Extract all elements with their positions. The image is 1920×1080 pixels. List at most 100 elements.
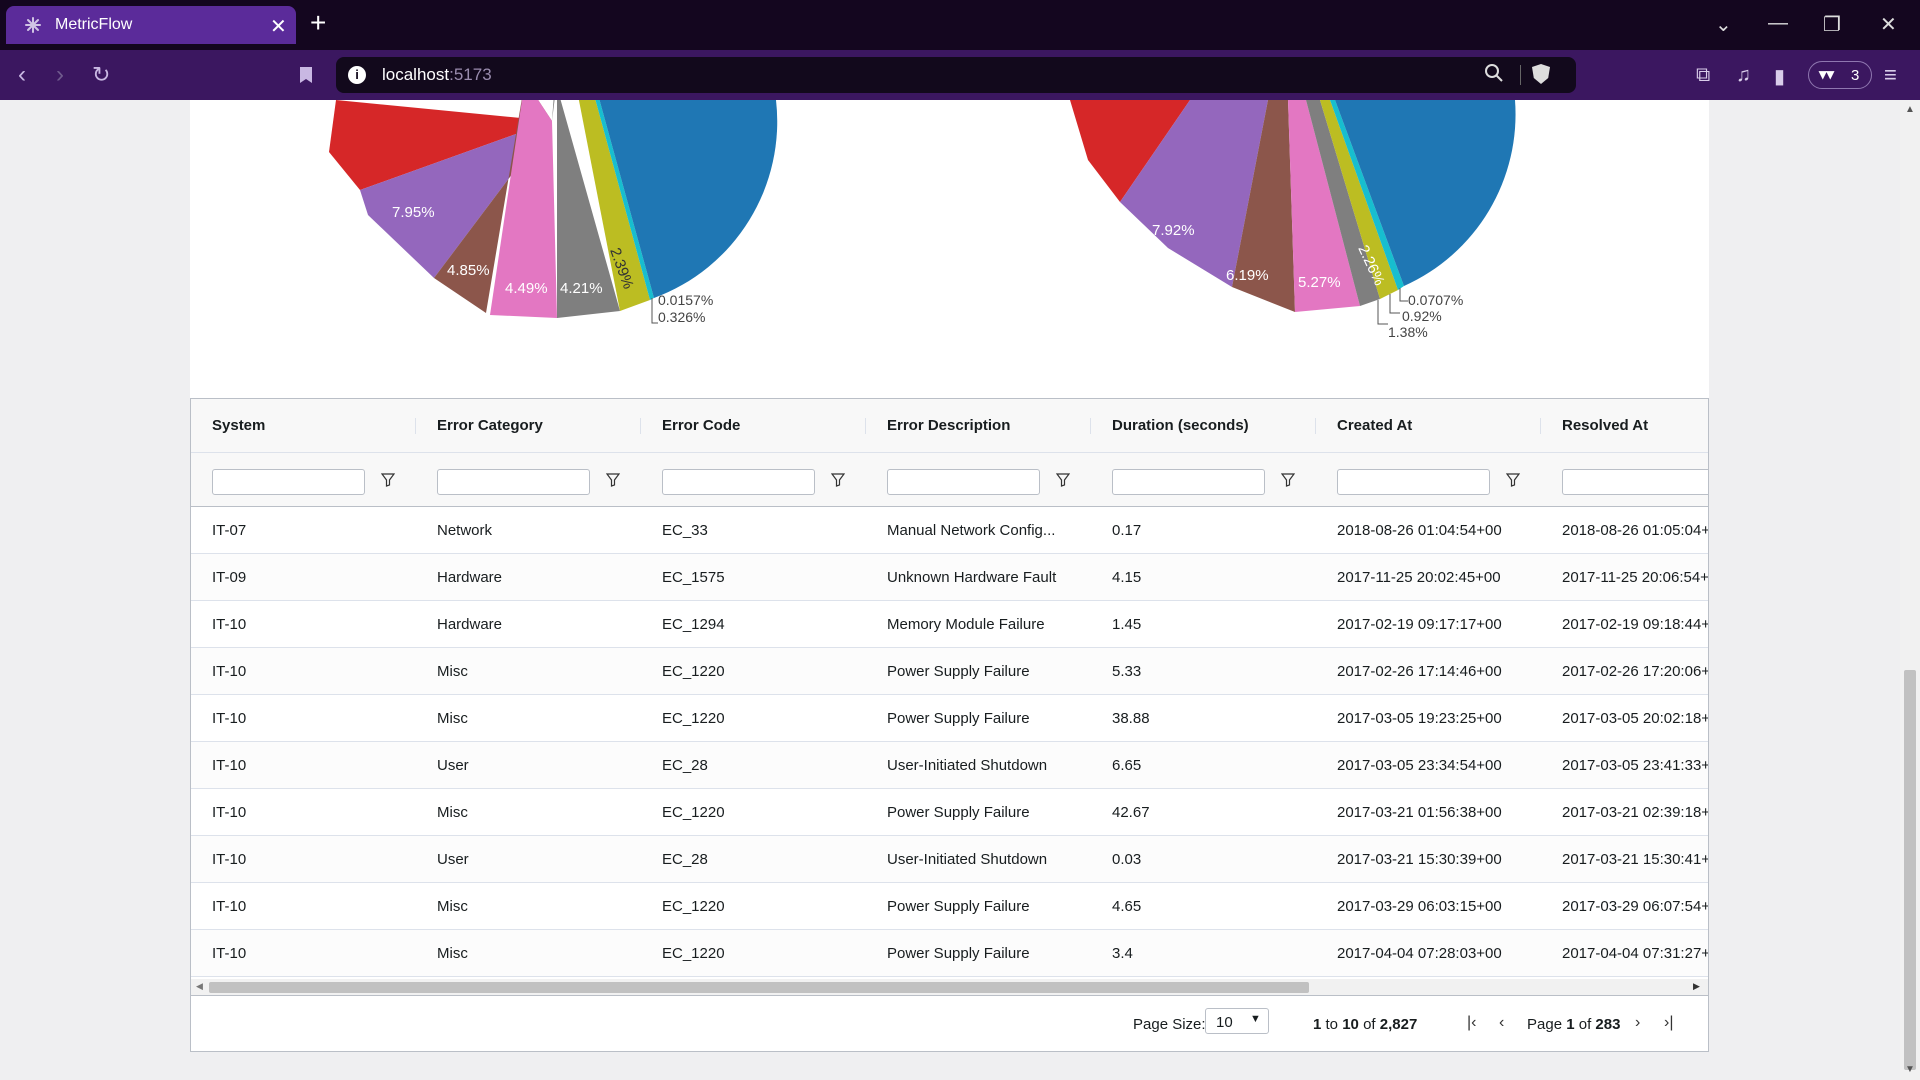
cell-duration[interactable]: 3.4 [1112,945,1133,962]
cell-error-description[interactable]: User-Initiated Shutdown [887,851,1048,868]
first-page-icon[interactable]: |‹ [1467,1014,1477,1031]
column-header-resolved-at[interactable]: Resolved At [1562,417,1649,434]
scroll-down-arrow-icon[interactable]: ▼ [1905,1064,1915,1075]
cell-system[interactable]: IT-10 [212,851,247,868]
filter-funnel-icon[interactable] [1056,473,1070,487]
cell-created-at[interactable]: 2017-11-25 20:02:45+00 [1337,569,1501,586]
cell-error-category[interactable]: Hardware [437,616,503,633]
filter-input-error-description[interactable] [887,469,1040,495]
forward-arrow-icon[interactable]: › [56,61,64,88]
column-resize-handle[interactable] [1540,418,1541,434]
table-row[interactable]: IT-10 Hardware EC_1294 Memory Module Failur… [191,601,1708,648]
cell-error-category[interactable]: Misc [437,945,468,962]
cell-created-at[interactable]: 2017-03-05 19:23:25+00 [1337,710,1502,727]
cell-error-description[interactable]: Power Supply Failure [887,945,1030,962]
table-row[interactable]: IT-10 Misc EC_1220 Power Supply Failure 3.4 2… [191,930,1709,977]
cell-resolved-at[interactable]: 2017-03-21 15:30:41+ [1562,851,1709,868]
table-row[interactable]: IT-10 User EC_28 User-Initiated Shutdown 6.6… [191,742,1708,789]
table-row[interactable]: IT-10 Misc EC_1220 Power Supply Failure 38.8… [191,695,1709,742]
cell-error-category[interactable]: Misc [437,663,468,680]
page-size-select[interactable]: 10 ▼ [1205,1008,1269,1034]
cell-error-code[interactable]: EC_1220 [662,710,725,727]
cell-created-at[interactable]: 2017-03-29 06:03:15+00 [1337,898,1502,915]
cell-resolved-at[interactable]: 2017-04-04 07:31:27+ [1562,945,1709,962]
cell-system[interactable]: IT-07 [212,522,247,539]
cell-error-description[interactable]: User-Initiated Shutdown [887,757,1048,774]
back-arrow-icon[interactable]: ‹ [18,61,26,88]
cell-error-code[interactable]: EC_1220 [662,945,725,962]
cell-error-category[interactable]: User [437,757,469,774]
column-header-system[interactable]: System [191,399,416,453]
cell-error-code[interactable]: EC_28 [662,757,708,774]
filter-funnel-icon[interactable] [1281,473,1295,487]
cell-created-at[interactable]: 2017-02-26 17:14:46+00 [1337,663,1502,680]
filter-input-created-at[interactable] [1337,469,1490,495]
cell-duration[interactable]: 0.03 [1112,851,1142,868]
table-row[interactable]: IT-10 Misc EC_1220 Power Supply Failure 4.65… [191,883,1709,930]
tab-close-icon[interactable]: ✕ [270,16,287,38]
column-header-error-category[interactable]: Error Category [416,399,641,453]
cell-error-description[interactable]: Memory Module Failure [887,616,1045,633]
filter-input-resolved-at[interactable] [1562,469,1708,495]
cell-error-description[interactable]: Power Supply Failure [887,663,1030,680]
site-info-icon[interactable]: i [348,66,366,84]
table-row[interactable]: IT-10 Misc EC_1220 Power Supply Failure 42.6… [191,789,1709,836]
filter-funnel-icon[interactable] [1506,473,1520,487]
cell-system[interactable]: IT-10 [212,616,247,633]
column-resize-handle[interactable] [865,418,866,434]
cell-error-category[interactable]: Hardware [437,569,503,586]
cell-created-at[interactable]: 2017-04-04 07:28:03+00 [1337,945,1502,962]
reload-icon[interactable]: ↻ [92,62,111,87]
cell-created-at[interactable]: 2017-02-19 09:17:17+00 [1337,616,1502,633]
cell-resolved-at[interactable]: 2017-03-05 20:02:18+ [1562,710,1709,727]
cell-system[interactable]: IT-10 [212,757,247,774]
cell-error-code[interactable]: EC_1220 [662,663,725,680]
column-header-error-description[interactable]: Error Description [866,399,1091,453]
scroll-left-arrow-icon[interactable]: ◀ [196,981,203,991]
filter-input-error-code[interactable] [662,469,815,495]
cell-created-at[interactable]: 2017-03-21 01:56:38+00 [1337,804,1502,821]
cell-error-code[interactable]: EC_28 [662,851,708,868]
cell-resolved-at[interactable]: 2017-03-29 06:07:54+ [1562,898,1709,915]
url-text[interactable]: localhost:5173 [382,65,492,84]
cell-duration[interactable]: 4.65 [1112,898,1142,915]
cell-duration[interactable]: 0.17 [1112,522,1142,539]
filter-input-error-category[interactable] [437,469,590,495]
table-row[interactable]: IT-09 Hardware EC_1575 Unknown Hardware Fau… [191,554,1709,601]
cell-error-code[interactable]: EC_33 [662,522,708,539]
column-header-duration[interactable]: Duration (seconds) [1091,399,1316,453]
horizontal-scroll-thumb[interactable] [209,982,1309,993]
cell-error-description[interactable]: Manual Network Config... [887,522,1056,539]
browser-tab-metricflow[interactable]: MetricFlow ✕ [6,6,296,44]
column-header-created-at[interactable]: Created At [1316,399,1541,453]
page-vertical-scrollbar[interactable]: ▲ ▼ [1900,100,1920,1080]
cell-resolved-at[interactable]: 2017-03-21 02:39:18+ [1562,804,1709,821]
browser-menu-icon[interactable]: ≡ [1884,62,1897,87]
cell-duration[interactable]: 4.15 [1112,569,1142,586]
filter-funnel-icon[interactable] [831,473,845,487]
cell-error-category[interactable]: Network [437,522,493,539]
restore-icon[interactable]: ❐ [1823,14,1841,36]
cell-error-description[interactable]: Power Supply Failure [887,898,1030,915]
table-row[interactable]: IT-07 Network EC_33 Manual Network Config..… [191,507,1709,554]
cell-duration[interactable]: 38.88 [1112,710,1150,727]
vertical-scroll-thumb[interactable] [1904,670,1916,1070]
cell-resolved-at[interactable]: 2018-08-26 01:05:04+ [1562,522,1709,539]
cell-resolved-at[interactable]: 2017-11-25 20:06:54+ [1562,569,1709,586]
brave-shield-icon[interactable] [1532,64,1550,84]
filter-funnel-icon[interactable] [381,473,395,487]
cell-error-code[interactable]: EC_1220 [662,804,725,821]
next-page-icon[interactable]: › [1635,1014,1641,1031]
filter-input-duration[interactable] [1112,469,1265,495]
minimize-icon[interactable]: — [1768,12,1788,34]
filter-input-system[interactable] [212,469,365,495]
table-row[interactable]: IT-10 Misc EC_1220 Power Supply Failure 5.33… [191,648,1708,695]
sidebar-toggle-icon[interactable]: ▮ [1774,66,1786,88]
column-resize-handle[interactable] [640,418,641,434]
grid-horizontal-scrollbar[interactable]: ◀ ▶ [191,979,1708,995]
column-resize-handle[interactable] [1315,418,1316,434]
cell-duration[interactable]: 5.33 [1112,663,1142,680]
cell-duration[interactable]: 6.65 [1112,757,1142,774]
cell-error-category[interactable]: User [437,851,469,868]
cell-error-description[interactable]: Power Supply Failure [887,710,1030,727]
